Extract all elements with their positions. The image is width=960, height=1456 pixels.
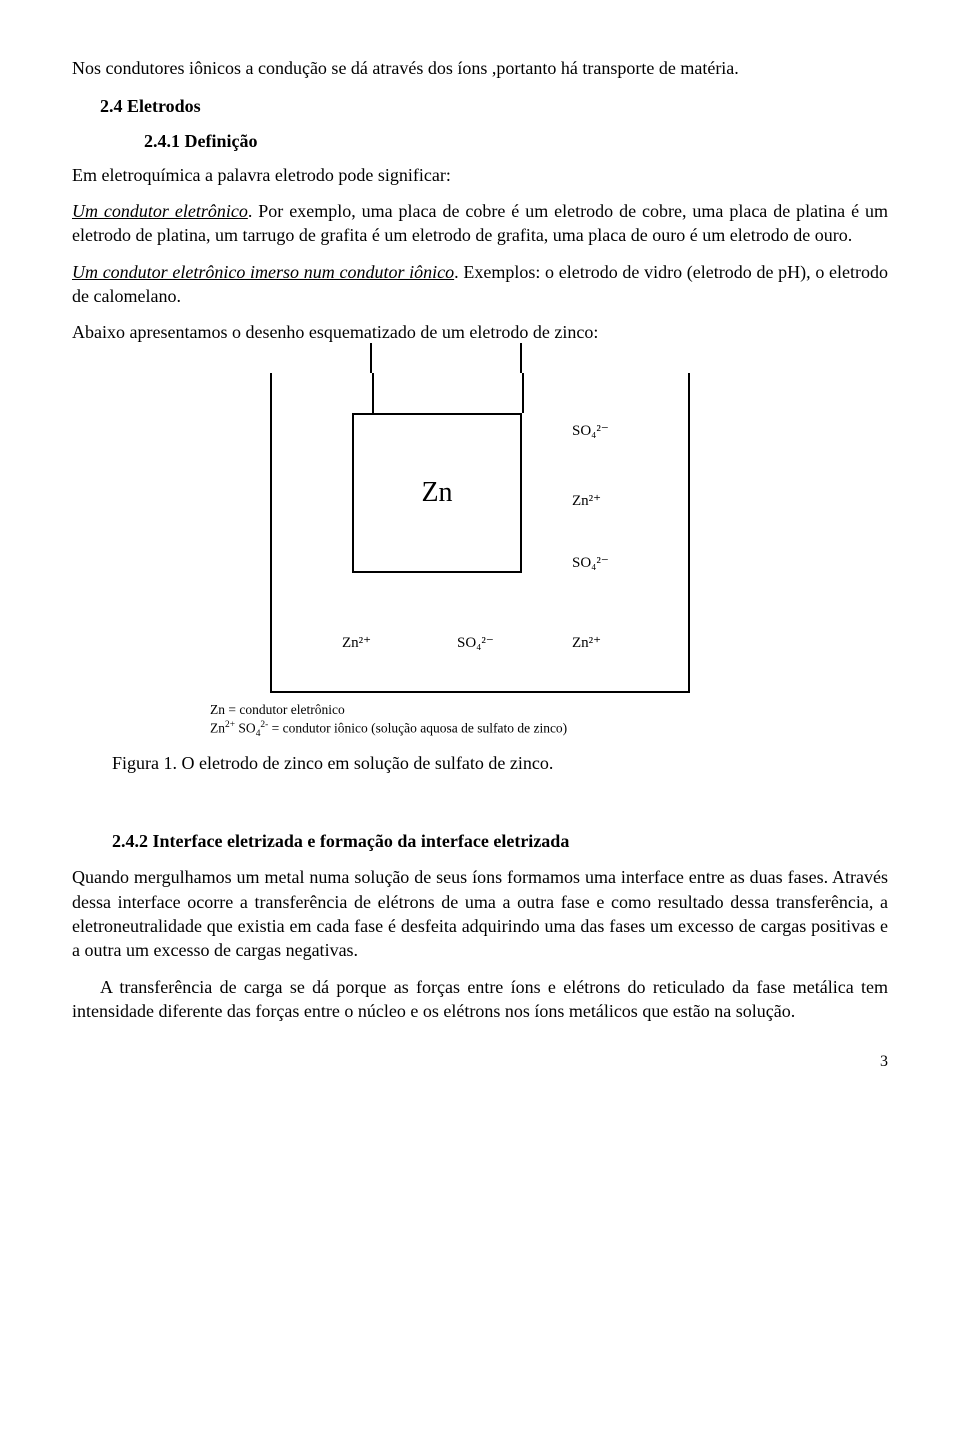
- zinc-electrode-diagram: Zn SO₄²⁻ Zn²⁺ SO₄²⁻ Zn²⁺ SO₄²⁻ Zn²⁺: [270, 373, 690, 693]
- definition-line: Em eletroquímica a palavra eletrodo pode…: [72, 163, 888, 187]
- legend-zn-charge: 2+: [225, 720, 235, 730]
- term-electronic-conductor: Um condutor eletrônico: [72, 201, 248, 221]
- section-2-4-heading: 2.4 Eletrodos: [100, 94, 888, 118]
- below-line: Abaixo apresentamos o desenho esquematiz…: [72, 320, 888, 344]
- ion-zn-bottom-right: Zn²⁺: [572, 633, 601, 653]
- spacer: [72, 793, 888, 811]
- beaker-outline: Zn SO₄²⁻ Zn²⁺ SO₄²⁻ Zn²⁺ SO₄²⁻ Zn²⁺: [270, 373, 690, 693]
- section-2-4-1-heading: 2.4.1 Definição: [144, 129, 888, 153]
- zinc-plate: Zn: [352, 413, 522, 573]
- legend-so: SO: [235, 720, 256, 735]
- electronic-ionic-term: Um condutor eletrônico imerso num condut…: [72, 260, 888, 309]
- charge-transfer-paragraph: A transferência de carga se dá porque as…: [72, 975, 888, 1024]
- legend-rest: = condutor iônico (solução aquosa de sul…: [268, 720, 567, 735]
- ion-zn-bottom-left: Zn²⁺: [342, 633, 371, 653]
- ion-so4-mid: SO₄²⁻: [572, 553, 609, 573]
- ion-so4-top: SO₄²⁻: [572, 421, 609, 441]
- page-number: 3: [72, 1051, 888, 1073]
- legend-line-2: Zn2+ SO42- = condutor iônico (solução aq…: [210, 719, 750, 741]
- ion-so4-bottom-mid: SO₄²⁻: [457, 633, 494, 653]
- legend-zn: Zn: [210, 720, 225, 735]
- zinc-plate-label: Zn: [421, 474, 452, 512]
- diagram-legend: Zn = condutor eletrônico Zn2+ SO42- = co…: [210, 701, 750, 741]
- electrode-wire-left: [370, 343, 372, 373]
- electronic-conductor-term: Um condutor eletrônico. Por exemplo, uma…: [72, 199, 888, 248]
- legend-line-1: Zn = condutor eletrônico: [210, 701, 750, 719]
- term-immersed-conductor: Um condutor eletrônico imerso num condut…: [72, 262, 454, 282]
- electrode-wire-right: [520, 343, 522, 373]
- section-2-4-2-heading: 2.4.2 Interface eletrizada e formação da…: [112, 829, 888, 853]
- figure-1-caption: Figura 1. O eletrodo de zinco em solução…: [112, 751, 888, 775]
- legend-so-sub: 4: [256, 729, 261, 739]
- interface-paragraph: Quando mergulhamos um metal numa solução…: [72, 865, 888, 962]
- intro-paragraph: Nos condutores iônicos a condução se dá …: [72, 56, 888, 80]
- ion-zn-right: Zn²⁺: [572, 491, 601, 511]
